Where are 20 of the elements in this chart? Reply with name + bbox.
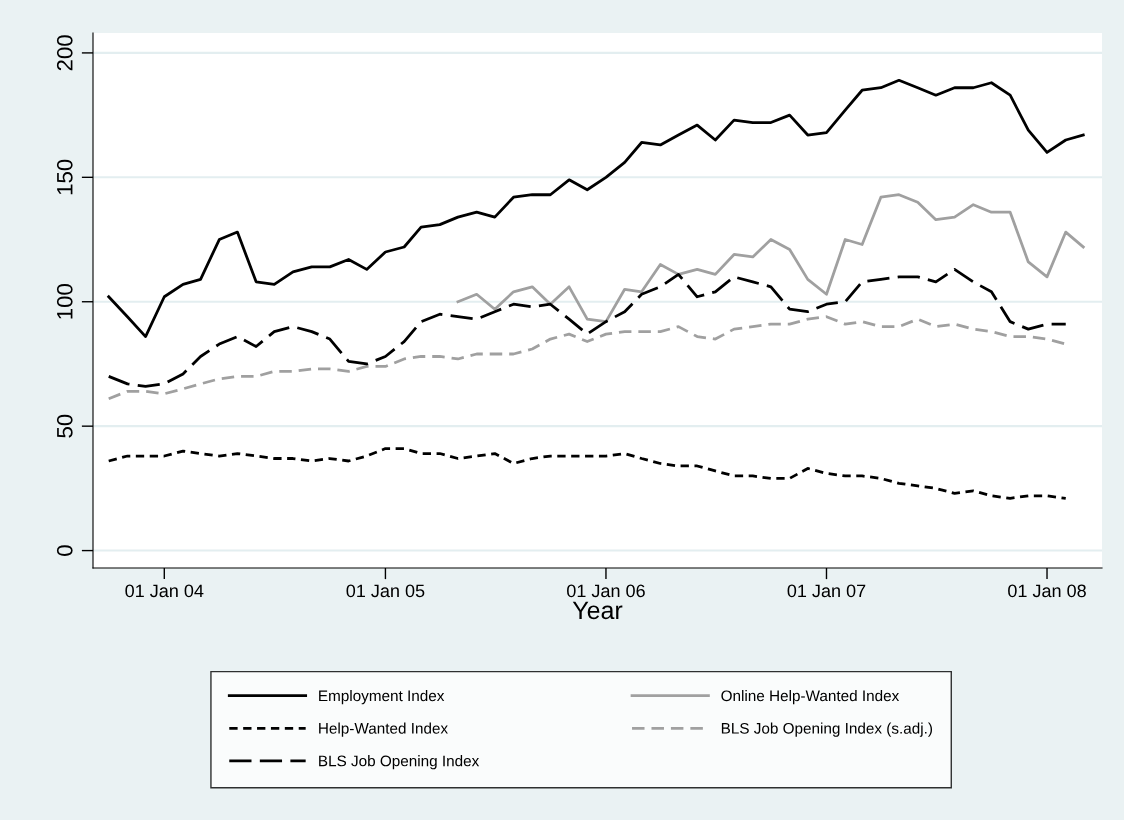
line-series	[107, 447, 1068, 500]
y-tick-label: 50	[56, 414, 73, 438]
line-series	[107, 78, 1085, 338]
x-tick-label: 01 Jan 08	[1008, 584, 1086, 598]
legend-label: Help-Wanted Index	[319, 722, 448, 737]
legend-label: BLS Job Opening Index (s.adj.)	[721, 722, 933, 737]
x-tick-label: 01 Jan 05	[346, 584, 425, 598]
y-tick-label: 150	[56, 159, 73, 195]
line-series	[456, 193, 1085, 324]
legend-label: BLS Job Opening Index	[319, 755, 480, 770]
x-axis-title: Year	[572, 601, 623, 620]
legend-label: Employment Index	[319, 689, 445, 705]
y-tick-label: 0	[56, 545, 73, 556]
y-tick-label: 100	[56, 284, 73, 319]
legend-label: Online Help-Wanted Index	[721, 689, 900, 705]
x-tick-label: 01 Jan 06	[567, 584, 645, 598]
y-tick-label: 200	[56, 35, 73, 71]
line-series	[107, 268, 1068, 388]
x-tick-label: 01 Jan 04	[125, 584, 204, 598]
x-tick-label: 01 Jan 07	[787, 584, 866, 598]
